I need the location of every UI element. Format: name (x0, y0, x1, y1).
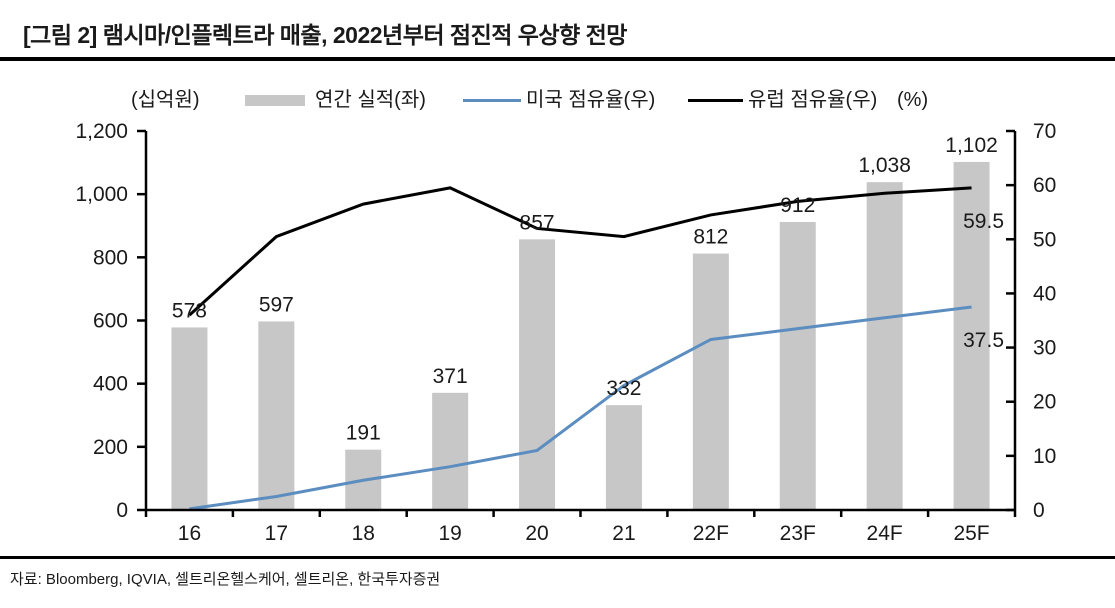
bar-annual-revenue (171, 327, 208, 510)
right-axis-tick-label: 40 (1033, 282, 1056, 305)
bar-annual-revenue (779, 221, 816, 510)
right-axis-tick-label: 30 (1033, 337, 1056, 360)
x-axis-category-label: 18 (352, 522, 375, 545)
left-axis-unit-label: (십억원) (131, 89, 200, 111)
chart-canvas: 0 200 400 600 800 1,000 1,200 0 10 20 30 40 50 60 70 16… (75, 120, 1056, 545)
right-axis-tick-label: 50 (1033, 228, 1056, 251)
bar-value-label: 857 (520, 211, 555, 234)
x-axis-category-label: 25F (953, 522, 989, 545)
bar-value-label: 371 (433, 365, 468, 388)
bar-annual-revenue (692, 253, 729, 510)
bar-annual-revenue (258, 321, 295, 510)
us-line-swatch-icon (463, 99, 521, 102)
right-axis-unit-label: (%) (897, 89, 929, 111)
bar-value-label: 597 (259, 293, 294, 316)
right-axis-tick-label: 0 (1033, 499, 1045, 522)
bar-annual-revenue (866, 182, 903, 510)
x-axis-category-label: 17 (265, 522, 288, 545)
title-divider (0, 57, 1115, 61)
left-axis-tick-label: 800 (93, 246, 128, 269)
bar-value-label: 578 (172, 299, 207, 322)
x-axis-category-label: 21 (612, 522, 635, 545)
legend-item-us-share: 미국 점유율(우) (526, 89, 656, 111)
x-axis-category-label: 22F (693, 522, 729, 545)
bar-value-label: 332 (606, 377, 641, 400)
left-axis-tick-label: 600 (93, 310, 128, 333)
right-axis-tick-label: 20 (1033, 391, 1056, 414)
left-axis-tick-label: 200 (93, 436, 128, 459)
bar-annual-revenue (432, 392, 469, 510)
x-axis-category-label: 19 (438, 522, 461, 545)
left-axis-tick-label: 1,000 (75, 183, 128, 206)
source-note: 자료: Bloomberg, IQVIA, 셀트리온헬스케어, 셀트리온, 한국… (10, 571, 441, 588)
bar-value-label: 912 (780, 194, 815, 217)
left-axis-tick-label: 400 (93, 373, 128, 396)
bar-series-swatch-icon (245, 95, 305, 106)
europe-line-swatch-icon (688, 99, 743, 102)
right-axis-tick-label: 70 (1033, 120, 1056, 143)
x-axis-category-label: 23F (780, 522, 816, 545)
bar-value-label: 191 (346, 422, 381, 445)
bar-annual-revenue (605, 405, 642, 510)
chart-legend: (십억원) 연간 실적(좌) 미국 점유율(우) 유럽 점유율(우) (%) (0, 86, 1115, 116)
line-end-value-label: 59.5 (963, 210, 1004, 233)
bar-value-label: 1,038 (858, 154, 911, 177)
x-axis-category-label: 16 (178, 522, 201, 545)
us-share-line (189, 305, 972, 511)
bar-value-label: 812 (693, 226, 728, 249)
x-axis-category-label: 24F (867, 522, 903, 545)
legend-item-europe-share: 유럽 점유율(우) (748, 89, 878, 111)
line-end-value-label: 37.5 (963, 329, 1004, 352)
bar-value-label: 1,102 (945, 134, 998, 157)
figure-title: [그림 2] 램시마/인플렉트라 매출, 2022년부터 점진적 우상향 전망 (23, 22, 627, 48)
bar-annual-revenue (953, 161, 990, 510)
bar-annual-revenue (519, 239, 556, 510)
europe-share-line (188, 186, 972, 317)
x-axis-category-label: 20 (525, 522, 548, 545)
left-axis-tick-label: 0 (116, 499, 128, 522)
right-axis-tick-label: 60 (1033, 174, 1056, 197)
right-axis-tick-label: 10 (1033, 445, 1056, 468)
legend-item-annual-revenue: 연간 실적(좌) (315, 89, 426, 111)
bottom-divider (0, 556, 1115, 559)
left-axis-tick-label: 1,200 (75, 120, 128, 143)
